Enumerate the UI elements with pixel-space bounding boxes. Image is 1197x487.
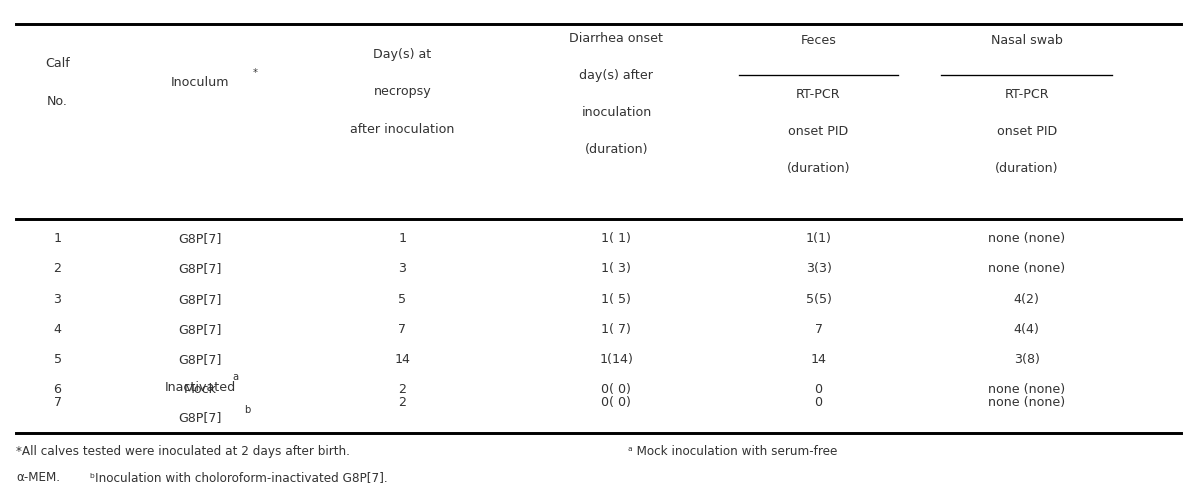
Text: none (none): none (none) [988, 395, 1065, 409]
Text: α-MEM.: α-MEM. [16, 470, 60, 484]
Text: (duration): (duration) [584, 143, 648, 156]
Text: (duration): (duration) [786, 162, 850, 175]
Text: Day(s) at: Day(s) at [373, 48, 431, 61]
Text: 1( 5): 1( 5) [601, 292, 631, 305]
Text: 7: 7 [814, 322, 822, 336]
Text: Inactivated: Inactivated [164, 380, 236, 393]
Text: G8P[7]: G8P[7] [178, 262, 221, 275]
Text: onset PID: onset PID [789, 125, 849, 138]
Text: 1( 1): 1( 1) [601, 232, 631, 245]
Text: 0( 0): 0( 0) [601, 383, 631, 396]
Text: 5: 5 [54, 353, 61, 366]
Text: 7: 7 [399, 322, 406, 336]
Text: inoculation: inoculation [582, 106, 651, 119]
Text: Diarrhea onset: Diarrhea onset [570, 32, 663, 45]
Text: Nasal swab: Nasal swab [991, 34, 1063, 47]
Text: 2: 2 [399, 383, 406, 396]
Text: Calf: Calf [45, 57, 69, 70]
Text: 1: 1 [54, 232, 61, 245]
Text: G8P[7]: G8P[7] [178, 411, 221, 424]
Text: 14: 14 [394, 353, 411, 366]
Text: 2: 2 [54, 262, 61, 275]
Text: 5: 5 [399, 292, 406, 305]
Text: *: * [253, 68, 257, 78]
Text: 6: 6 [54, 383, 61, 396]
Text: 14: 14 [810, 353, 826, 366]
Text: G8P[7]: G8P[7] [178, 353, 221, 366]
Text: 4(4): 4(4) [1014, 322, 1039, 336]
Text: RT-PCR: RT-PCR [1004, 88, 1049, 100]
Text: day(s) after: day(s) after [579, 69, 654, 82]
Text: Feces: Feces [801, 34, 837, 47]
Text: 3: 3 [399, 262, 406, 275]
Text: 1(1): 1(1) [806, 232, 832, 245]
Text: 3(8): 3(8) [1014, 353, 1039, 366]
Text: 0: 0 [814, 383, 822, 396]
Text: Inoculum: Inoculum [171, 76, 230, 89]
Text: a: a [232, 371, 238, 381]
Text: none (none): none (none) [988, 383, 1065, 396]
Text: 4(2): 4(2) [1014, 292, 1039, 305]
Text: 0: 0 [814, 395, 822, 409]
Text: none (none): none (none) [988, 232, 1065, 245]
Text: 1: 1 [399, 232, 406, 245]
Text: none (none): none (none) [988, 262, 1065, 275]
Text: *All calves tested were inoculated at 2 days after birth.: *All calves tested were inoculated at 2 … [16, 444, 350, 457]
Text: necropsy: necropsy [373, 85, 431, 98]
Text: 7: 7 [54, 395, 61, 409]
Text: 0( 0): 0( 0) [601, 395, 631, 409]
Text: G8P[7]: G8P[7] [178, 232, 221, 245]
Text: b: b [244, 404, 250, 414]
Text: 4: 4 [54, 322, 61, 336]
Text: G8P[7]: G8P[7] [178, 322, 221, 336]
Text: onset PID: onset PID [996, 125, 1057, 138]
Text: 3: 3 [54, 292, 61, 305]
Text: ᵇInoculation with choloroform-inactivated G8P[7].: ᵇInoculation with choloroform-inactivate… [90, 470, 387, 484]
Text: G8P[7]: G8P[7] [178, 292, 221, 305]
Text: after inoculation: after inoculation [351, 122, 455, 135]
Text: 1( 7): 1( 7) [601, 322, 631, 336]
Text: 1( 3): 1( 3) [601, 262, 631, 275]
Text: 3(3): 3(3) [806, 262, 832, 275]
Text: 1(14): 1(14) [600, 353, 633, 366]
Text: 5(5): 5(5) [806, 292, 832, 305]
Text: (duration): (duration) [995, 162, 1058, 175]
Text: RT-PCR: RT-PCR [796, 88, 840, 100]
Text: 2: 2 [399, 395, 406, 409]
Text: Mock: Mock [183, 383, 217, 396]
Text: ᵃ Mock inoculation with serum-free: ᵃ Mock inoculation with serum-free [628, 444, 838, 457]
Text: No.: No. [47, 94, 68, 108]
